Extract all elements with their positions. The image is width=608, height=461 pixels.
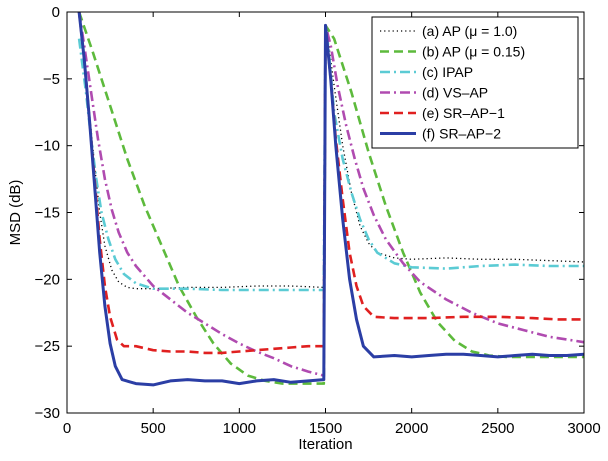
series-line-e xyxy=(77,11,584,355)
legend-label: (c) IPAP xyxy=(422,64,473,80)
legend-label: (e) SR–AP−1 xyxy=(422,105,505,121)
y-tick-label: −20 xyxy=(35,271,60,288)
x-tick-label: 2500 xyxy=(481,420,514,437)
y-tick-label: −25 xyxy=(35,338,60,355)
series-line-a xyxy=(78,11,585,290)
legend-label: (a) AP (μ = 1.0) xyxy=(422,23,517,39)
series-line-f xyxy=(77,11,585,387)
y-axis-label: MSD (dB) xyxy=(7,180,24,246)
x-tick-label: 1000 xyxy=(223,420,256,437)
series-line-d xyxy=(77,11,585,377)
x-tick-label: 3000 xyxy=(567,420,600,437)
legend-label: (d) VS–AP xyxy=(422,85,488,101)
plot-lines xyxy=(77,11,585,387)
legend-box xyxy=(371,16,579,149)
x-tick-label: 0 xyxy=(63,420,71,437)
legend-label: (b) AP (μ = 0.15) xyxy=(422,44,525,60)
y-tick-label: 0 xyxy=(52,4,60,21)
legend: (a) AP (μ = 1.0) (b) AP (μ = 0.15) (c) IPA… xyxy=(371,16,579,149)
axis-ticks: 0 500 1000 1500 2000 2500 3000 0 −5 −10 −15 −20 −25 −… xyxy=(35,4,601,437)
x-tick-label: 2000 xyxy=(395,420,428,437)
y-tick-label: −30 xyxy=(35,405,60,422)
legend-label: (f) SR–AP−2 xyxy=(422,126,501,142)
x-tick-label: 500 xyxy=(141,420,166,437)
x-tick-label: 1500 xyxy=(309,420,342,437)
y-tick-label: −15 xyxy=(35,205,60,222)
y-tick-label: −10 xyxy=(35,138,60,155)
x-axis-label: Iteration xyxy=(298,436,352,453)
y-tick-label: −5 xyxy=(43,71,60,88)
